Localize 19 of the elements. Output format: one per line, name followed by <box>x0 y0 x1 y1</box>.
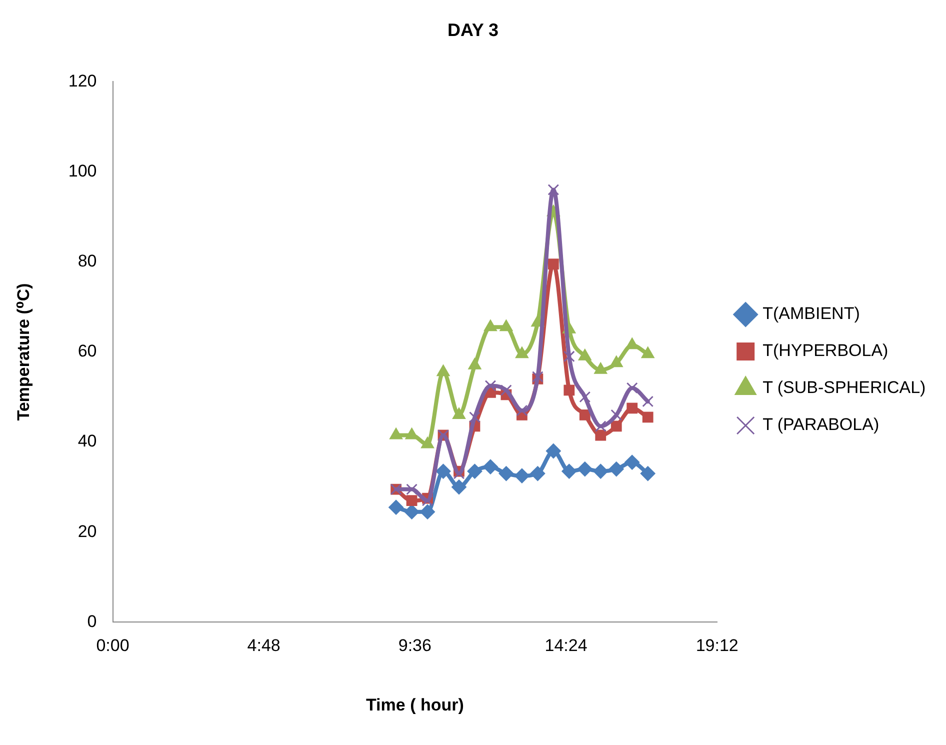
chart-title: DAY 3 <box>447 20 499 40</box>
y-tick-label: 60 <box>78 342 97 361</box>
legend-label: T (SUB-SPHERICAL) <box>762 378 926 398</box>
x-tick-label: 19:12 <box>696 636 738 656</box>
x-tick-label: 4:48 <box>247 636 280 656</box>
y-axis-title: Temperature (⁰C) <box>14 283 33 421</box>
legend-label: T (PARABOLA) <box>762 415 880 434</box>
legend-label: T(HYPERBOLA) <box>762 341 888 360</box>
y-tick-label: 120 <box>68 71 97 90</box>
x-axis-title: Time ( hour) <box>366 695 464 714</box>
x-tick-label: 9:36 <box>398 636 432 656</box>
x-tick-label: 14:24 <box>544 636 588 656</box>
y-tick-label: 20 <box>78 522 97 541</box>
y-tick-label: 80 <box>78 251 97 270</box>
legend-label: T(AMBIENT) <box>762 304 860 324</box>
y-tick-label: 100 <box>68 161 97 180</box>
y-tick-label: 0 <box>87 612 97 631</box>
y-tick-label: 40 <box>78 432 97 451</box>
x-tick-label: 0:00 <box>96 636 130 656</box>
